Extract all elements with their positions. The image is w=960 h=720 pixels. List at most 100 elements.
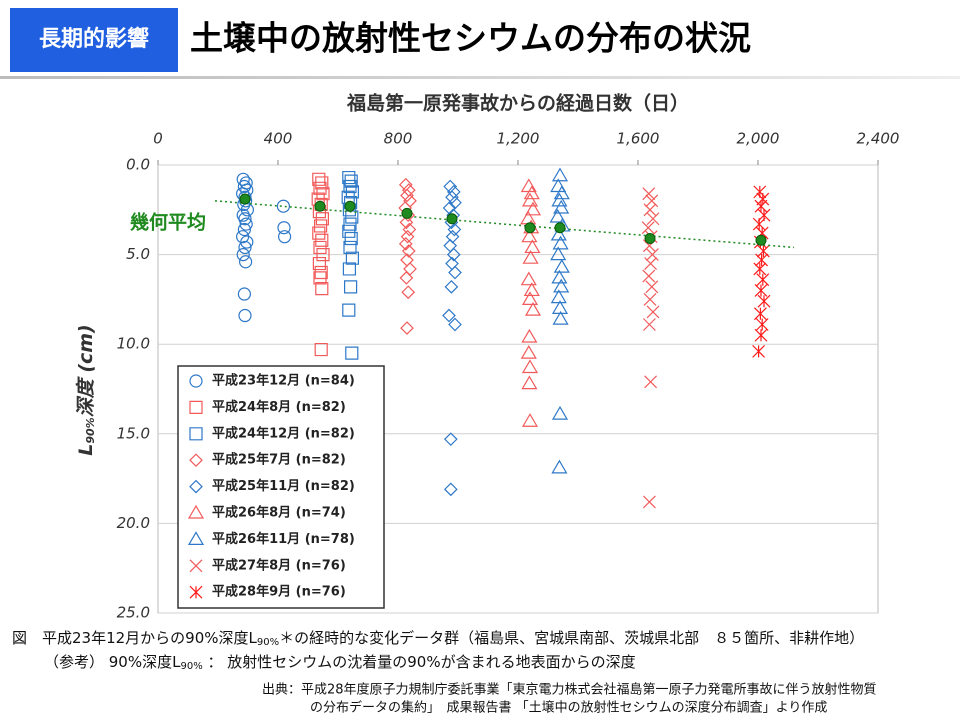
legend-label: 平成28年9月 (n=76)	[212, 584, 346, 600]
point	[316, 187, 330, 201]
point	[521, 192, 539, 207]
point	[646, 212, 660, 226]
x-tick-label: 1,600	[617, 130, 660, 148]
point	[524, 301, 542, 316]
point	[344, 196, 358, 210]
caption-1-b: ＊の経時的な変化データ群（福島県、宮城県南部、茨城県北部 ８５箇所、非耕作地）	[279, 629, 864, 647]
point	[342, 170, 356, 185]
point	[552, 310, 569, 325]
point	[400, 321, 414, 335]
source-2: の分布データの集約」 成果報告書 「土壌中の放射性セシウムの深度分布調査」より作…	[310, 700, 827, 716]
point	[345, 251, 359, 265]
geometric-mean-point	[554, 222, 566, 234]
point	[447, 222, 462, 237]
geometric-mean-point	[344, 200, 356, 212]
geometric-mean-point	[446, 213, 458, 225]
point	[314, 219, 328, 233]
legend-label: 平成25年11月 (n=82)	[212, 478, 355, 494]
point	[520, 344, 537, 359]
point	[448, 265, 462, 280]
geometric-mean-point	[314, 200, 326, 212]
point	[399, 271, 414, 285]
point	[313, 181, 327, 195]
y-tick-label: 15.0	[117, 424, 150, 442]
point	[646, 305, 660, 319]
point	[550, 246, 567, 261]
y-tick-label: 10.0	[117, 335, 150, 353]
point	[522, 249, 539, 264]
point	[446, 247, 461, 262]
point	[752, 344, 766, 358]
legend-box	[177, 365, 385, 609]
point	[239, 217, 253, 231]
point	[238, 240, 252, 255]
point	[237, 222, 251, 237]
point	[344, 280, 358, 294]
point	[642, 187, 656, 201]
legend-marker	[189, 479, 203, 494]
legend-marker	[189, 400, 203, 414]
point	[520, 271, 537, 286]
point	[642, 495, 656, 509]
point	[345, 346, 359, 360]
point	[276, 199, 290, 213]
point	[445, 190, 459, 205]
point	[553, 278, 570, 293]
point	[753, 307, 767, 321]
point	[521, 328, 538, 343]
legend-marker	[189, 585, 203, 599]
point	[237, 179, 251, 194]
legend-marker	[187, 531, 205, 545]
x-tick-label: 800	[384, 130, 413, 148]
legend-marker	[187, 504, 205, 519]
point	[278, 230, 292, 244]
point	[524, 201, 542, 216]
point	[645, 280, 659, 294]
header-rule	[0, 76, 960, 79]
point	[342, 262, 356, 276]
point	[343, 179, 357, 194]
caption-1-sub: 90%	[257, 637, 279, 648]
legend-label: 平成25年7月 (n=82)	[212, 452, 346, 468]
point	[444, 280, 459, 294]
point	[315, 212, 329, 226]
point	[239, 255, 253, 269]
y-tick-label: 25.0	[117, 604, 150, 622]
point	[313, 240, 327, 255]
point	[644, 375, 658, 389]
x-tick-label: 400	[264, 130, 293, 148]
point	[448, 317, 462, 332]
point	[523, 185, 540, 200]
point	[342, 224, 356, 238]
point	[521, 228, 538, 243]
legend-label: 平成24年12月 (n=82)	[212, 425, 355, 441]
legend-label: 平成24年8月 (n=82)	[212, 399, 346, 415]
legend-marker	[189, 453, 203, 468]
caption-2-a: （参考） 90%深度L	[44, 653, 181, 671]
point	[344, 174, 358, 188]
plot: 0.0 5.0 10.0 15.0 20.0 25.0 0 400 800 1,200 1,600 2…	[117, 130, 900, 622]
header-title: 土壌中の放射性セシウムの分布の状況	[190, 19, 751, 58]
point	[754, 199, 768, 213]
trendline	[214, 200, 795, 249]
point	[642, 318, 656, 331]
point	[550, 178, 567, 193]
point	[756, 273, 770, 287]
legend-label: 平成26年11月 (n=78)	[212, 531, 355, 547]
x-tick-label: 1,200	[497, 130, 540, 148]
point	[344, 231, 358, 246]
y-tick-label: 5.0	[126, 245, 150, 263]
point	[754, 284, 768, 297]
caption-2: （参考） 90%深度L90% ： 放射性セシウムの沈着量の90%が含まれる地表面…	[44, 653, 636, 673]
point	[314, 342, 328, 357]
geometric-mean-point	[239, 193, 251, 205]
point	[521, 291, 539, 305]
point	[398, 236, 413, 251]
point	[277, 221, 291, 235]
x-tick-label: 2,000	[737, 130, 780, 148]
point	[238, 308, 252, 323]
x-axis-title: 福島第一原発事故からの経過日数（日）	[346, 92, 689, 115]
point	[551, 459, 568, 474]
point	[552, 235, 569, 250]
